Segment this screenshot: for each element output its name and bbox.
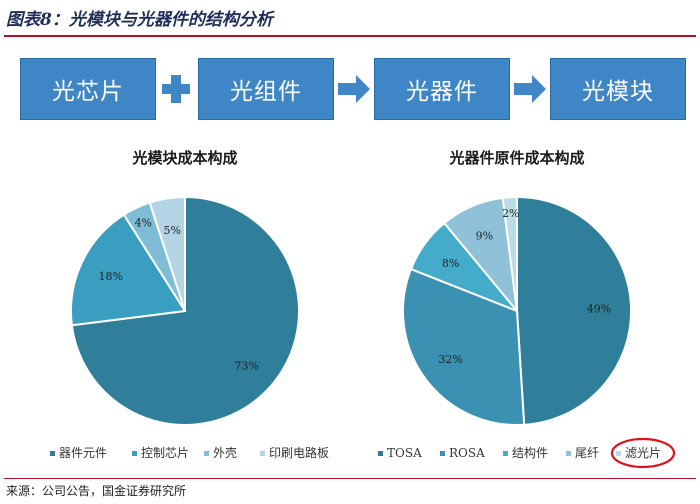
legend-swatch xyxy=(440,451,445,456)
plus-icon xyxy=(162,75,190,103)
legend-label: ROSA xyxy=(449,446,485,460)
right-arrow-icon xyxy=(514,75,546,103)
pie-chart-1: 光模块成本构成 73% 18% 4% 5% 器件元件 控制芯片 外壳 印刷电路板 xyxy=(50,149,329,460)
legend-swatch xyxy=(260,451,265,456)
pie-charts: 光模块成本构成 73% 18% 4% 5% 器件元件 控制芯片 外壳 印刷电路板 光器件原件成本构… xyxy=(50,149,676,469)
data-label: 32% xyxy=(438,353,462,366)
title-rule xyxy=(4,35,696,37)
pie-slice xyxy=(516,195,633,426)
data-label: 18% xyxy=(98,270,122,283)
legend-label: 尾纤 xyxy=(575,446,599,460)
pie-slice xyxy=(501,195,518,312)
legend-swatch xyxy=(503,451,508,456)
legend-label: 印刷电路板 xyxy=(269,445,329,460)
legend-label: 结构件 xyxy=(512,445,548,460)
data-label: 4% xyxy=(135,216,152,229)
data-label: 9% xyxy=(476,230,493,243)
flow-box-chip: 光芯片 xyxy=(20,58,156,120)
pie-chart-2: 光器件原件成本构成 49% 32% 8% 9% 2% TOSA ROSA 结构件 尾纤 滤光片 xyxy=(378,149,676,469)
right-arrow-icon xyxy=(338,75,370,103)
figure-title: 图表8：光模块与光器件的结构分析 xyxy=(6,10,273,30)
flow-box-subassembly: 光组件 xyxy=(198,58,334,120)
bottom-rule xyxy=(4,478,696,479)
data-label: 73% xyxy=(234,359,258,372)
legend-swatch xyxy=(566,451,571,456)
source-note: 来源：公司公告，国金证券研究所 xyxy=(6,484,187,498)
pie-slice xyxy=(148,195,186,312)
chart-title: 光器件原件成本构成 xyxy=(448,149,584,167)
flow-box-module: 光模块 xyxy=(550,58,686,120)
flow-box-device: 光器件 xyxy=(374,58,510,120)
legend-swatch xyxy=(378,451,383,456)
pie-slice xyxy=(402,267,526,426)
legend-swatch xyxy=(132,451,137,456)
highlight-circle xyxy=(610,437,676,469)
legend-label: 外壳 xyxy=(213,446,237,460)
legend-label: 控制芯片 xyxy=(141,446,189,460)
data-label: 49% xyxy=(587,302,611,315)
legend-label: 滤光片 xyxy=(625,446,661,460)
legend-swatch xyxy=(204,451,209,456)
pie-slice xyxy=(70,213,187,327)
legend-label: 器件元件 xyxy=(59,446,107,460)
data-label: 8% xyxy=(442,257,459,270)
legend-swatch xyxy=(50,451,55,456)
data-label: 5% xyxy=(163,224,180,237)
data-label: 2% xyxy=(502,207,519,220)
legend-label: TOSA xyxy=(387,446,422,460)
chart-title: 光模块成本构成 xyxy=(131,149,237,167)
legend-swatch xyxy=(616,451,621,456)
